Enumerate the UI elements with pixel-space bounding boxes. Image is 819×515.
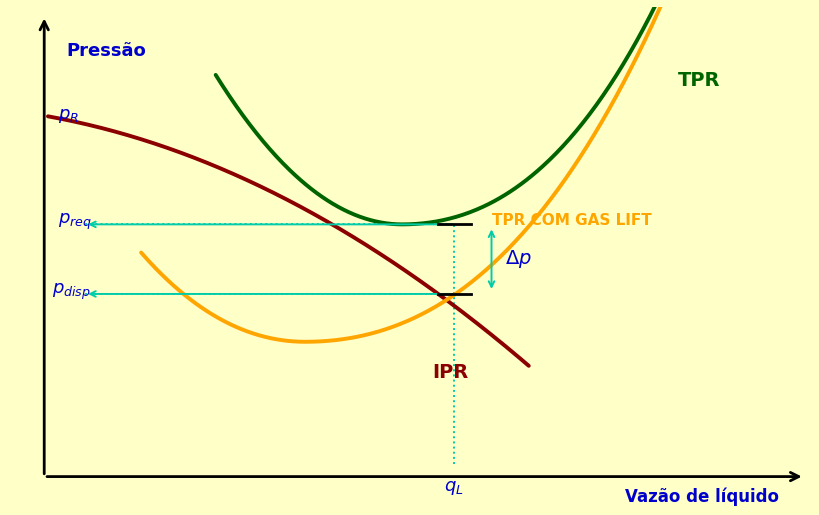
Text: IPR: IPR	[432, 363, 468, 382]
Text: $\Delta p$: $\Delta p$	[505, 248, 532, 270]
Text: $p_{disp}$: $p_{disp}$	[52, 282, 91, 302]
Text: Vazão de líquido: Vazão de líquido	[625, 488, 779, 506]
Text: $q_L$: $q_L$	[445, 479, 464, 497]
Text: Pressão: Pressão	[66, 42, 147, 60]
Text: TPR: TPR	[678, 72, 721, 90]
Text: $p_{req}$: $p_{req}$	[57, 212, 92, 232]
Text: $p_R$: $p_R$	[57, 107, 79, 125]
Text: TPR COM GAS LIFT: TPR COM GAS LIFT	[491, 213, 651, 228]
